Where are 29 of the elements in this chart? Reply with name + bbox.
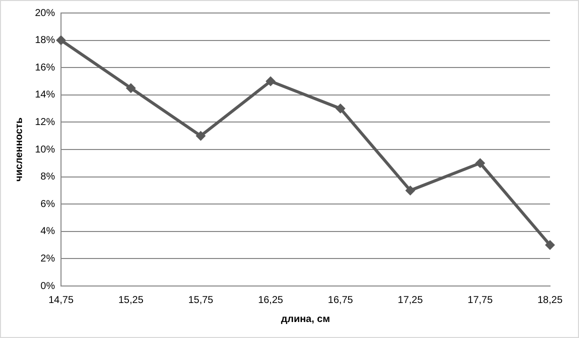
y-axis-title: численность: [14, 118, 25, 182]
x-tick-label: 14,75: [48, 294, 74, 306]
point: [335, 104, 346, 114]
y-tick-label: 8%: [40, 172, 56, 183]
y-tick-label: 14%: [35, 90, 56, 101]
y-tick-label: 16%: [35, 62, 56, 74]
x-tick-label: 15,75: [188, 294, 214, 306]
x-tick-label: 15,25: [118, 294, 144, 306]
point: [196, 130, 206, 141]
x-axis-title: длина, см: [281, 314, 330, 325]
x-tick-label: 17,75: [468, 294, 494, 306]
point: [545, 240, 555, 250]
y-tick-label: 4%: [40, 226, 56, 238]
x-tick-label: 16,25: [258, 294, 284, 306]
y-tick-label: 20%: [35, 8, 56, 19]
y-tick-label: 10%: [35, 144, 56, 156]
x-tick-label: 17,25: [398, 294, 424, 306]
x-tick-label: 16,75: [328, 294, 354, 306]
point: [56, 35, 66, 46]
point: [405, 185, 416, 196]
y-tick-label: 12%: [35, 116, 56, 128]
y-tick-label: 0%: [40, 280, 56, 292]
y-tick-label: 6%: [40, 198, 56, 210]
x-tick-label: 18,25: [537, 294, 563, 306]
point: [266, 76, 276, 86]
point: [126, 83, 136, 94]
point: [475, 158, 486, 168]
y-tick-label: 2%: [40, 253, 56, 264]
y-tick-label: 18%: [35, 35, 56, 46]
